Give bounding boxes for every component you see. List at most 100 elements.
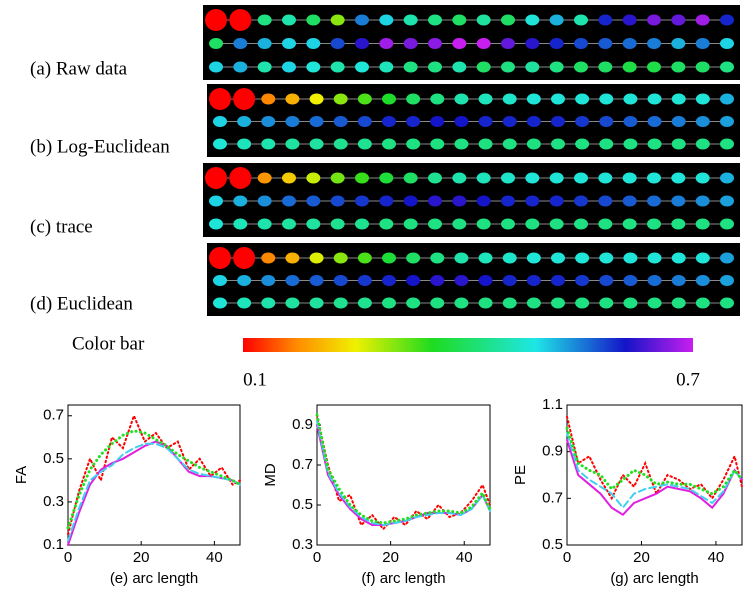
tensor-glyph bbox=[309, 93, 324, 105]
tensor-glyph bbox=[355, 218, 369, 230]
tensor-glyph bbox=[551, 138, 565, 150]
tensor-glyph bbox=[525, 195, 540, 207]
tensor-glyph bbox=[282, 14, 296, 26]
y-axis-label: PE bbox=[512, 465, 529, 485]
tensor-glyph bbox=[575, 275, 590, 286]
tensor-glyph bbox=[257, 195, 272, 207]
x-tick-label: 40 bbox=[206, 549, 223, 566]
tensor-glyph bbox=[382, 93, 396, 105]
tensor-glyph bbox=[623, 138, 638, 150]
data-line bbox=[67, 442, 241, 542]
tensor-glyph bbox=[501, 195, 515, 207]
tensor-glyph bbox=[671, 116, 686, 127]
tensor-glyph bbox=[549, 38, 564, 49]
panel-label: (c) trace bbox=[30, 216, 93, 237]
tensor-glyph bbox=[330, 195, 345, 207]
tensor-glyph bbox=[478, 275, 493, 286]
x-tick-label: 0 bbox=[563, 549, 571, 566]
tensor-glyph bbox=[452, 218, 467, 230]
tensor-glyph bbox=[647, 116, 662, 127]
tensor-glyph bbox=[452, 195, 467, 207]
tensor-glyph bbox=[695, 275, 710, 286]
tensor-glyph bbox=[623, 116, 638, 127]
tensor-glyph bbox=[355, 14, 369, 26]
plot-frame bbox=[67, 404, 241, 546]
x-axis-label: (f) arc length bbox=[361, 570, 445, 587]
tensor-glyph bbox=[526, 116, 541, 127]
tensor-glyph bbox=[549, 172, 564, 184]
tensor-glyph bbox=[233, 61, 248, 73]
tensor-glyph bbox=[454, 93, 469, 105]
tensor-glyph bbox=[671, 252, 686, 264]
tensor-glyph bbox=[355, 61, 369, 73]
tensor-glyph bbox=[285, 297, 300, 309]
tensor-glyph bbox=[333, 93, 348, 105]
tensor-glyph bbox=[574, 14, 588, 26]
tensor-glyph bbox=[285, 275, 300, 286]
tensor-glyph bbox=[403, 195, 418, 207]
tensor-glyph bbox=[695, 172, 710, 184]
tensor-glyph bbox=[695, 252, 710, 264]
tensor-glyph bbox=[403, 172, 418, 184]
tensor-glyph bbox=[285, 116, 300, 127]
tensor-glyph bbox=[551, 275, 565, 286]
tensor-glyph bbox=[233, 218, 248, 230]
tensor-glyph bbox=[357, 252, 372, 264]
x-tick-label: 20 bbox=[382, 549, 399, 566]
tensor-glyph bbox=[525, 14, 540, 26]
tensor-glyph bbox=[237, 297, 252, 309]
tensor-glyph bbox=[452, 14, 467, 26]
tensor-glyph bbox=[622, 218, 637, 230]
tensor-glyph bbox=[382, 297, 396, 309]
tensor-glyph bbox=[720, 172, 734, 184]
tensor-glyph bbox=[526, 138, 541, 150]
tensor-glyph bbox=[525, 38, 540, 49]
tensor-glyph bbox=[720, 252, 734, 264]
tensor-glyph bbox=[209, 61, 223, 73]
tensor-glyph bbox=[574, 218, 588, 230]
tensor-glyph bbox=[285, 93, 300, 105]
tensor-glyph bbox=[379, 218, 394, 230]
tensor-glyph bbox=[309, 275, 324, 286]
tensor-glyph bbox=[599, 252, 614, 264]
tensor-glyph bbox=[720, 138, 734, 150]
tensor-glyph bbox=[720, 218, 734, 230]
tensor-glyph bbox=[647, 93, 662, 105]
tensor-glyph bbox=[647, 297, 662, 309]
tensor-glyph bbox=[379, 172, 394, 184]
tensor-glyph bbox=[478, 93, 493, 105]
x-tick-label: 0 bbox=[64, 549, 72, 566]
tensor-glyph bbox=[478, 252, 493, 264]
y-tick-label: 0.5 bbox=[542, 536, 563, 553]
tensor-glyph bbox=[333, 275, 348, 286]
tensor-glyph bbox=[671, 172, 686, 184]
tensor-glyph bbox=[598, 14, 613, 26]
plot-frame bbox=[566, 404, 743, 546]
tensor-glyph bbox=[720, 61, 734, 73]
data-line bbox=[566, 432, 743, 510]
tensor-glyph bbox=[647, 195, 661, 207]
tensor-glyph bbox=[382, 275, 396, 286]
tensor-glyph bbox=[309, 297, 324, 309]
tensor-glyph bbox=[406, 297, 421, 309]
tensor-glyph bbox=[403, 14, 418, 26]
tensor-glyph bbox=[671, 38, 686, 49]
y-axis-label: FA bbox=[13, 466, 30, 484]
tensor-glyph bbox=[454, 252, 469, 264]
panel-label: (d) Euclidean bbox=[30, 293, 133, 314]
tensor-glyph bbox=[209, 38, 223, 49]
tensor-glyph bbox=[403, 38, 418, 49]
tensor-glyph bbox=[476, 14, 491, 26]
tensor-glyph bbox=[428, 218, 442, 230]
tensor-glyph bbox=[502, 93, 517, 105]
colorbar-tick-label: 0.1 bbox=[243, 369, 267, 390]
tensor-glyph bbox=[525, 218, 540, 230]
tensor-glyph bbox=[330, 172, 345, 184]
tensor-glyph bbox=[671, 93, 686, 105]
tensor-glyph bbox=[209, 195, 223, 207]
tensor-glyph bbox=[526, 275, 541, 286]
y-tick-label: 0.1 bbox=[43, 536, 64, 553]
tensor-glyph bbox=[623, 252, 638, 264]
tensor-glyph bbox=[720, 116, 734, 127]
